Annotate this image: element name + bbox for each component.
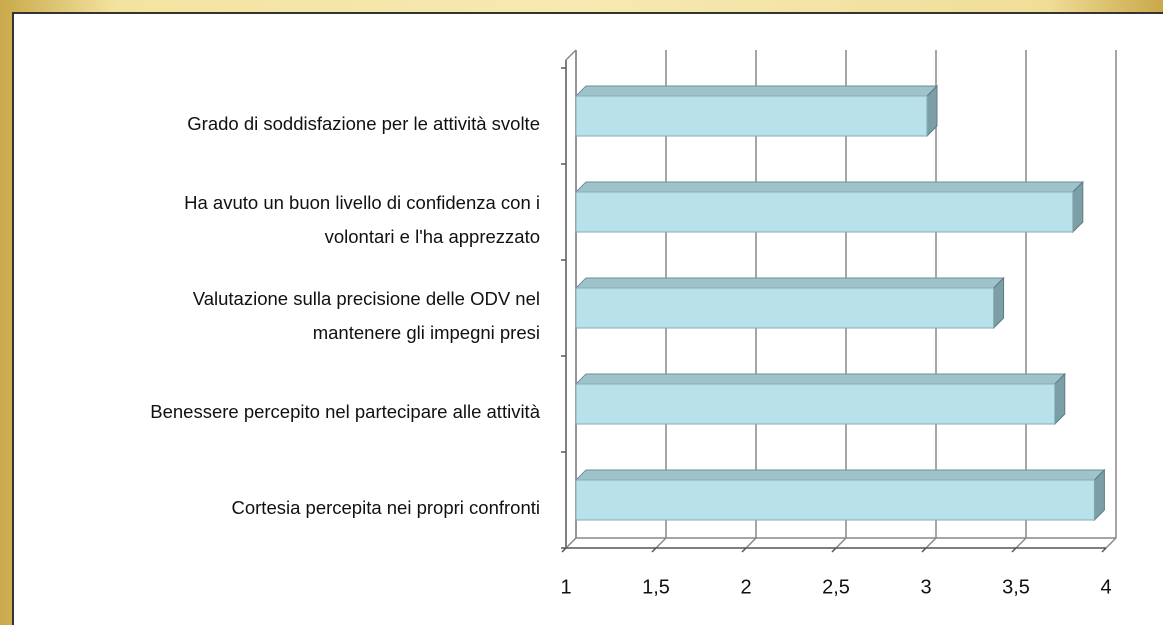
grid-line	[1105, 537, 1117, 549]
bar-top	[574, 85, 939, 97]
x-tick-label: 3	[920, 576, 931, 598]
x-tick-label: 4	[1100, 576, 1111, 598]
x-tick-label: 2	[740, 576, 751, 598]
grid-line	[835, 537, 847, 549]
category-label: Ha avuto un buon livello di confidenza c…	[184, 192, 540, 247]
category-label: Benessere percepito nel partecipare alle…	[150, 401, 540, 422]
grid-line	[925, 537, 937, 549]
category-label: Grado di soddisfazione per le attività s…	[187, 113, 540, 134]
grid-line	[745, 537, 757, 549]
wall-line	[565, 49, 577, 61]
bar-top	[574, 373, 1067, 385]
x-tick-label: 2,5	[822, 576, 850, 598]
bar-top	[574, 181, 1085, 193]
bar	[575, 479, 1095, 521]
category-label: Valutazione sulla precisione delle ODV n…	[192, 288, 540, 343]
bar	[575, 287, 995, 329]
bar	[575, 191, 1074, 233]
bar	[575, 383, 1056, 425]
category-label: Cortesia percepita nei propri confronti	[231, 497, 541, 518]
bar-top	[574, 469, 1106, 481]
x-tick-label: 3,5	[1002, 576, 1030, 598]
bar-top	[574, 277, 1005, 289]
grid-line	[655, 537, 667, 549]
bar	[575, 95, 928, 137]
x-tick-label: 1,5	[642, 576, 670, 598]
x-tick	[561, 547, 567, 553]
grid-line	[565, 537, 577, 549]
x-tick-label: 1	[560, 576, 571, 598]
grid-line	[1015, 537, 1027, 549]
